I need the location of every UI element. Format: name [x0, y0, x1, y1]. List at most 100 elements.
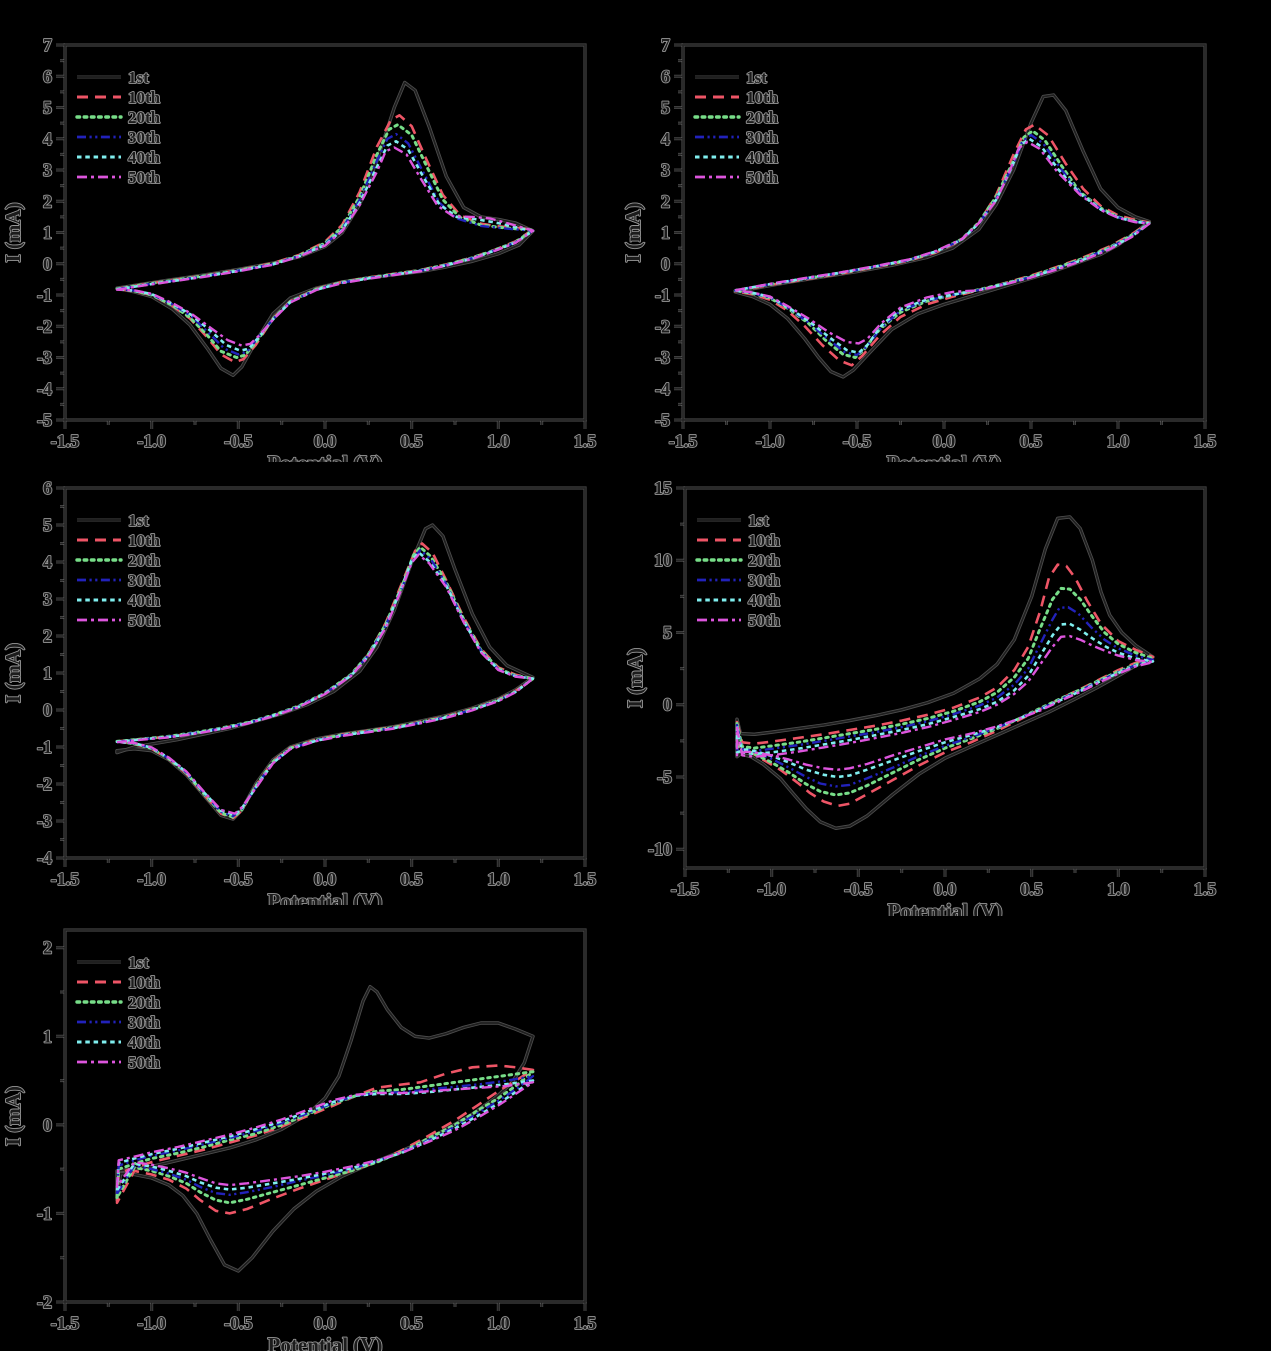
x-tick-label: -0.5 — [224, 869, 253, 889]
x-tick-label: 1.0 — [487, 431, 510, 451]
y-tick-label: -5 — [655, 410, 670, 430]
y-tick-label: 1 — [661, 223, 670, 243]
y-tick-label: 5 — [663, 622, 672, 642]
axis-frame — [56, 928, 587, 1311]
x-tick-label: -1.0 — [137, 869, 166, 889]
y-tick-label: -1 — [37, 737, 52, 757]
x-tick-label: -0.5 — [224, 1313, 253, 1333]
series-30th — [115, 549, 535, 818]
axis-frame — [676, 486, 1207, 877]
legend-label: 20th — [128, 551, 161, 570]
y-tick-label: 4 — [661, 129, 670, 149]
y-tick-label: -1 — [37, 1203, 52, 1223]
series-1st — [116, 524, 534, 820]
x-tick-label: 0.5 — [1020, 431, 1043, 451]
series-group — [733, 93, 1151, 379]
x-axis-title: Potential (V) — [887, 451, 1002, 462]
x-tick-label: 0.5 — [400, 869, 423, 889]
y-tick-label: 6 — [43, 66, 52, 86]
cv-chart-svg-bottom-left: -1.5 -1.0 -0.5 0.0 0.5 1.0 1.5 -2 -1 0 1 2 Potential… — [0, 928, 597, 1351]
y-axis-title: I (mA) — [1, 1086, 25, 1146]
series-50th — [115, 146, 535, 347]
axis-frame — [56, 43, 587, 429]
y-tick-label: 2 — [43, 191, 52, 211]
series-50th — [115, 1081, 535, 1189]
y-axis-title: I (mA) — [623, 648, 647, 708]
legend-label: 1st — [748, 511, 769, 530]
x-tick-label: 0.0 — [314, 1313, 337, 1333]
y-tick-label: 3 — [43, 160, 52, 180]
legend-label: 50th — [128, 1053, 161, 1072]
tick-labels: -1.5 -1.0 -0.5 0.0 0.5 1.0 1.5 -2 -1 0 1 2 — [36, 937, 597, 1334]
x-tick-label: -1.0 — [757, 879, 786, 899]
legend-label: 20th — [746, 108, 779, 127]
y-tick-label: 1 — [43, 1026, 52, 1046]
x-tick-label: 0.5 — [1020, 879, 1043, 899]
y-tick-label: 7 — [661, 35, 670, 55]
series-40th — [115, 551, 535, 817]
legend-label: 1st — [128, 68, 149, 87]
x-tick-label: 1.0 — [1107, 879, 1130, 899]
series-1st — [734, 94, 1151, 378]
series-50th — [115, 553, 535, 815]
cv-chart-svg-middle-left: -1.5 -1.0 -0.5 0.0 0.5 1.0 1.5 -4 -3 -2 -1 0 1 2 3 4 5 6 P… — [0, 477, 597, 905]
legend-label: 1st — [128, 511, 149, 530]
series-20th — [733, 129, 1151, 359]
axis-frame — [674, 43, 1207, 429]
y-axis-title: I (mA) — [1, 202, 25, 262]
series-group — [115, 985, 535, 1273]
y-tick-label: -2 — [37, 316, 52, 336]
x-tick-label: 1.5 — [1194, 431, 1217, 451]
x-axis-title: Potential (V) — [268, 451, 383, 462]
x-tick-label: 0.0 — [314, 431, 337, 451]
x-axis-title: Potential (V) — [268, 889, 383, 905]
y-tick-label: 0 — [43, 700, 52, 720]
x-axis-title: Potential (V) — [888, 899, 1003, 916]
legend-label: 40th — [128, 1033, 161, 1052]
cv-chart-svg-top-right: -1.5 -1.0 -0.5 0.0 0.5 1.0 1.5 -5 -4 -3 -2 -1 0 1 2 3 4 5… — [620, 34, 1217, 462]
legend-label: 10th — [748, 531, 781, 550]
y-tick-label: -2 — [37, 1292, 52, 1312]
x-tick-label: 1.0 — [487, 869, 510, 889]
cv-plot-middle-left: -1.5 -1.0 -0.5 0.0 0.5 1.0 1.5 -4 -3 -2 -1 0 1 2 3 4 5 6 P… — [0, 446, 618, 905]
series-1st — [736, 516, 1154, 830]
y-tick-label: -5 — [657, 767, 672, 787]
y-tick-label: 0 — [661, 254, 670, 274]
x-tick-label: 0.5 — [400, 1313, 423, 1333]
x-tick-label: 1.5 — [1194, 879, 1217, 899]
legend-label: 50th — [128, 611, 161, 630]
series-20th — [115, 1070, 535, 1205]
cv-chart-svg-middle-right: -1.5 -1.0 -0.5 0.0 0.5 1.0 1.5 -10 -5 0 5 10 15 Poten… — [622, 477, 1217, 916]
y-axis-title: I (mA) — [621, 202, 645, 262]
y-tick-label: 3 — [661, 160, 670, 180]
x-tick-label: -1.5 — [671, 879, 700, 899]
y-tick-label: 5 — [43, 515, 52, 535]
axis-frame — [56, 486, 587, 867]
y-tick-label: -5 — [37, 410, 52, 430]
y-tick-label: -3 — [37, 348, 52, 368]
x-tick-label: -1.0 — [137, 431, 166, 451]
x-tick-label: 1.0 — [487, 1313, 510, 1333]
y-tick-label: -4 — [37, 848, 52, 868]
y-tick-label: -4 — [37, 379, 52, 399]
x-tick-label: -1.0 — [137, 1313, 166, 1333]
y-tick-label: 0 — [43, 1115, 52, 1135]
series-halo-1st — [733, 93, 1151, 379]
y-tick-label: -1 — [655, 285, 670, 305]
y-tick-label: -4 — [655, 379, 670, 399]
y-tick-label: 5 — [661, 98, 670, 118]
legend-label: 20th — [128, 993, 161, 1012]
series-10th — [115, 1064, 535, 1215]
legend-label: 40th — [748, 591, 781, 610]
x-tick-label: -0.5 — [843, 431, 872, 451]
x-tick-label: 1.5 — [574, 869, 597, 889]
x-tick-label: 0.0 — [934, 879, 957, 899]
y-tick-label: -2 — [655, 316, 670, 336]
x-tick-label: 1.5 — [574, 1313, 597, 1333]
series-40th — [115, 1079, 535, 1192]
cv-plot-middle-right: -1.5 -1.0 -0.5 0.0 0.5 1.0 1.5 -10 -5 0 5 10 15 Poten… — [618, 446, 1271, 916]
series-30th — [115, 132, 535, 356]
y-tick-label: 0 — [43, 254, 52, 274]
